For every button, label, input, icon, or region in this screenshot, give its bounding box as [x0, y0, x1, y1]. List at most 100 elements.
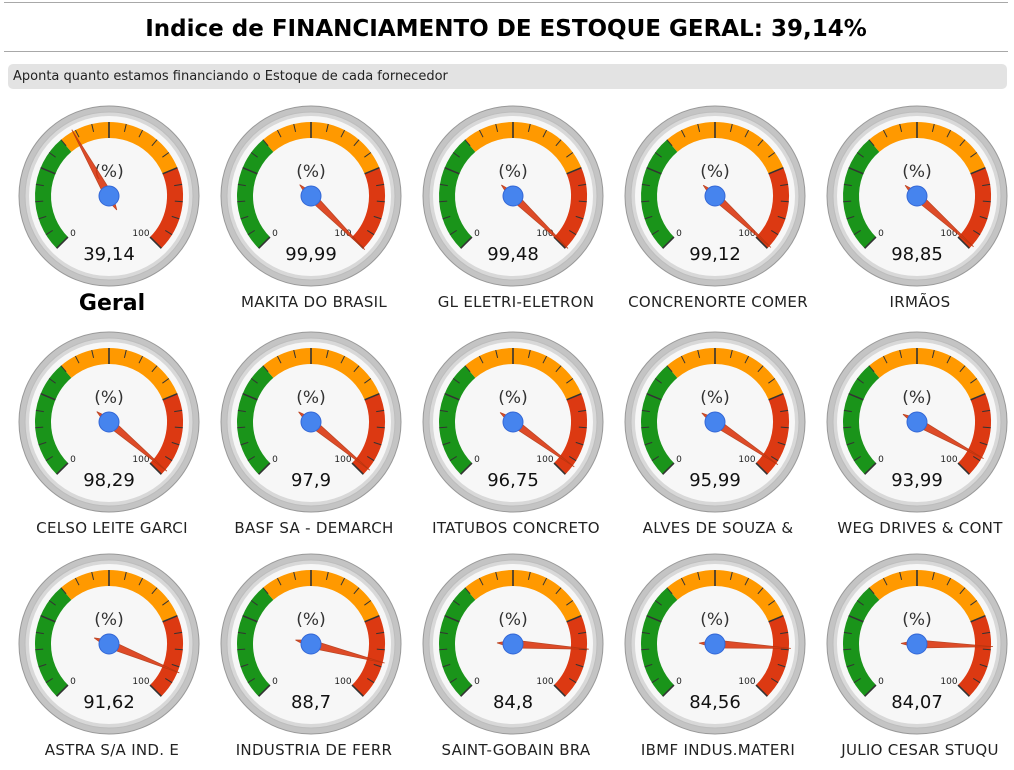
gauge-major-tick	[848, 614, 864, 623]
gauge-minor-tick	[478, 129, 484, 138]
gauge-major-tick	[957, 462, 970, 475]
gauge-minor-tick	[171, 215, 180, 220]
gauge-minor-tick	[555, 365, 562, 373]
gauge-hub	[300, 633, 322, 655]
gauge-value-readout: 98,29	[83, 470, 135, 491]
gauge-minor-tick	[262, 365, 269, 373]
gauge-minor-tick	[45, 678, 53, 684]
gauge-minor-tick	[641, 426, 650, 429]
gauge-minor-tick	[654, 152, 662, 158]
gauge-minor-tick	[843, 631, 852, 635]
gauge-value-readout: 99,12	[689, 244, 741, 265]
gauge-value-readout: 93,99	[891, 470, 943, 491]
gauge-minor-tick	[439, 648, 448, 651]
gauge-dial: (%) 0 100 91,62	[18, 553, 200, 735]
gauge-minor-tick	[151, 365, 158, 373]
gauge-minor-tick	[843, 426, 852, 429]
gauge-minor-tick	[729, 349, 733, 358]
gauge-minor-tick	[439, 183, 448, 187]
gauge-minor-tick	[174, 200, 183, 203]
gauge-band-green	[237, 139, 274, 249]
gauge-minor-tick	[325, 349, 329, 358]
gauge-minor-tick	[527, 571, 531, 580]
gauge-major-tick	[553, 236, 566, 249]
gauge-max-label: 100	[334, 229, 351, 239]
gauge-minor-tick	[60, 139, 67, 147]
gauge-hub	[98, 411, 120, 433]
gauge-minor-tick	[262, 587, 269, 595]
gauge-major-tick	[460, 462, 473, 475]
gauge-minor-tick	[464, 587, 471, 595]
gauge-minor-tick	[325, 571, 329, 580]
gauge-minor-tick	[464, 365, 471, 373]
gauge-band-red	[553, 393, 587, 475]
gauge-minor-tick	[376, 648, 385, 651]
gauge-max-label: 100	[738, 677, 755, 687]
gauge-band-orange	[262, 570, 380, 623]
gauge-card: (%) 0 100 84,56 IBMF INDUS.MATERI	[615, 546, 815, 766]
gauge-max-label: 100	[738, 229, 755, 239]
gauge-minor-tick	[151, 139, 158, 147]
gauge-major-tick	[460, 236, 473, 249]
gauge-band-red	[553, 167, 587, 249]
gauge-minor-tick	[367, 678, 375, 684]
gauge-minor-tick	[666, 139, 673, 147]
gauge-minor-tick	[853, 678, 861, 684]
gauge-minor-tick	[651, 678, 659, 684]
gauge-value-readout: 84,56	[689, 692, 741, 713]
gauge-major-tick	[662, 236, 675, 249]
gauge-dial: (%) 0 100 99,48	[422, 105, 604, 287]
gauge-label: WEG DRIVES & CONT	[837, 519, 1003, 537]
gauge-minor-tick	[641, 631, 650, 635]
gauge-minor-tick	[240, 663, 249, 668]
gauge-minor-tick	[60, 587, 67, 595]
gauge-major-tick	[149, 684, 162, 697]
gauge-minor-tick	[542, 129, 548, 138]
gauge-band-red	[755, 167, 789, 249]
gauge-minor-tick	[293, 571, 297, 580]
gauge-band-orange	[464, 122, 582, 175]
gauge-minor-tick	[74, 355, 80, 364]
gauge-band-green	[641, 365, 678, 475]
gauge-band-orange	[262, 348, 380, 401]
gauge-major-tick	[553, 684, 566, 697]
gauge-unit-label: (%)	[498, 388, 527, 408]
gauge-minor-tick	[449, 456, 457, 462]
gauge-minor-tick	[376, 200, 385, 203]
gauge-band-orange	[666, 570, 784, 623]
gauge-value-readout: 97,9	[291, 470, 331, 491]
gauge-minor-tick	[744, 129, 750, 138]
gauge-minor-tick	[777, 215, 786, 220]
gauge-minor-tick	[777, 663, 786, 668]
gauge-minor-tick	[744, 577, 750, 586]
gauge-minor-tick	[495, 349, 499, 358]
gauge-band-red	[351, 615, 385, 697]
gauge-major-tick	[848, 166, 864, 175]
gauge-label: IBMF INDUS.MATERI	[640, 741, 796, 759]
gauge-minor-tick	[373, 441, 382, 446]
gauge-major-tick	[970, 392, 986, 401]
gauge-minor-tick	[442, 215, 451, 220]
gauge-minor-tick	[174, 183, 183, 187]
gauge-band-red	[957, 167, 991, 249]
gauge-minor-tick	[578, 631, 587, 635]
gauge-label: INDUSTRIA DE FERR	[235, 741, 393, 759]
gauge-major-tick	[864, 236, 877, 249]
gauge-minor-tick	[442, 441, 451, 446]
gauge-minor-tick	[123, 123, 127, 132]
gauge-hub	[704, 633, 726, 655]
gauge-major-tick	[662, 684, 675, 697]
gauge-minor-tick	[641, 409, 650, 413]
gauge-minor-tick	[340, 577, 346, 586]
gauge-minor-tick	[353, 365, 360, 373]
gauge-minor-tick	[293, 349, 297, 358]
gauge-minor-tick	[439, 426, 448, 429]
gauge-minor-tick	[478, 577, 484, 586]
gauge-minor-tick	[853, 230, 861, 236]
gauge-minor-tick	[768, 152, 776, 158]
gauge-minor-tick	[250, 378, 258, 384]
gauge-minor-tick	[868, 587, 875, 595]
gauge-hub	[502, 185, 524, 207]
gauge-minor-tick	[666, 365, 673, 373]
